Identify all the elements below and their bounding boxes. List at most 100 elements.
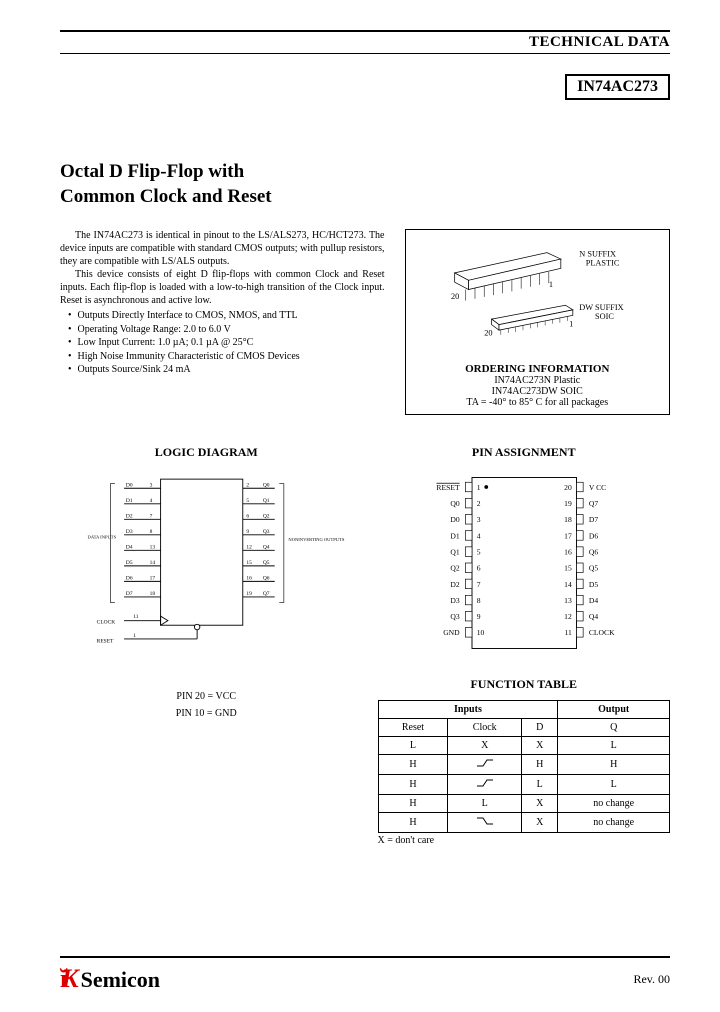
svg-text:8: 8	[150, 529, 153, 535]
svg-text:16: 16	[246, 576, 252, 582]
svg-text:6: 6	[246, 514, 249, 520]
svg-text:DW SUFFIX: DW SUFFIX	[579, 303, 623, 312]
svg-text:1: 1	[133, 633, 136, 639]
svg-text:D7: D7	[588, 516, 597, 525]
function-table-title: FUNCTION TABLE	[378, 677, 671, 692]
svg-text:D7: D7	[126, 591, 133, 597]
svg-text:1: 1	[569, 320, 573, 329]
svg-text:11: 11	[133, 614, 139, 620]
part-number-box: IN74AC273	[565, 74, 670, 100]
svg-text:7: 7	[476, 580, 480, 589]
svg-text:4: 4	[476, 532, 480, 541]
svg-text:19: 19	[564, 499, 572, 508]
svg-text:Q4: Q4	[588, 612, 597, 621]
svg-text:12: 12	[246, 545, 252, 551]
svg-text:D2: D2	[450, 580, 459, 589]
svg-text:Q4: Q4	[263, 545, 270, 551]
svg-text:11: 11	[564, 629, 572, 638]
pin-assignment-diagram: 1RESET2Q03D04D15Q16Q27D28D39Q310GND 20V …	[378, 468, 671, 658]
package-box: 20 1 N SUFFIX PLASTIC	[405, 229, 671, 415]
svg-text:Q0: Q0	[263, 483, 270, 489]
svg-text:Q3: Q3	[263, 529, 270, 535]
svg-text:Q0: Q0	[450, 499, 459, 508]
svg-text:16: 16	[564, 548, 572, 557]
svg-text:Q6: Q6	[588, 548, 597, 557]
svg-text:D1: D1	[450, 532, 459, 541]
svg-text:14: 14	[150, 560, 156, 566]
svg-text:9: 9	[246, 529, 249, 535]
svg-text:18: 18	[150, 591, 156, 597]
svg-text:20: 20	[450, 292, 458, 301]
revision: Rev. 00	[633, 972, 670, 987]
main-title-line1: Octal D Flip-Flop with	[60, 160, 670, 185]
svg-text:Q3: Q3	[450, 612, 459, 621]
svg-text:GND: GND	[443, 629, 460, 638]
svg-text:8: 8	[476, 596, 480, 605]
svg-text:5: 5	[476, 548, 480, 557]
svg-text:DATA INPUTS: DATA INPUTS	[88, 535, 117, 540]
svg-text:4: 4	[150, 498, 153, 504]
logic-diagram-title: LOGIC DIAGRAM	[60, 445, 353, 460]
svg-text:17: 17	[150, 576, 156, 582]
svg-text:Q5: Q5	[588, 564, 597, 573]
svg-text:D4: D4	[588, 596, 597, 605]
svg-text:D0: D0	[450, 516, 459, 525]
svg-text:20: 20	[564, 483, 572, 492]
svg-text:D1: D1	[126, 498, 133, 504]
svg-text:D3: D3	[450, 596, 459, 605]
svg-text:3: 3	[150, 483, 153, 489]
pin20-vcc: PIN 20 = VCC	[60, 691, 353, 702]
svg-text:D4: D4	[126, 545, 133, 551]
svg-text:Q7: Q7	[588, 499, 597, 508]
svg-text:18: 18	[564, 516, 572, 525]
company-logo: ĭKSemicon	[60, 964, 160, 994]
description-text: The IN74AC273 is identical in pinout to …	[60, 229, 385, 307]
svg-text:D6: D6	[588, 532, 597, 541]
svg-text:10: 10	[476, 629, 484, 638]
svg-text:RESET: RESET	[436, 483, 460, 492]
logic-diagram: DATA INPUTS NONINVERTING OUTPUTS D0 3 Q0 2 D…	[60, 470, 353, 680]
svg-text:5: 5	[246, 498, 249, 504]
svg-text:D0: D0	[126, 483, 133, 489]
main-title-line2: Common Clock and Reset	[60, 185, 670, 210]
svg-text:NONINVERTING OUTPUTS: NONINVERTING OUTPUTS	[288, 538, 344, 543]
svg-text:Q2: Q2	[263, 514, 270, 520]
ordering-title: ORDERING INFORMATION	[412, 363, 664, 375]
svg-text:Q5: Q5	[263, 560, 270, 566]
svg-text:7: 7	[150, 514, 153, 520]
feature-list: Outputs Directly Interface to CMOS, NMOS…	[60, 309, 385, 377]
svg-text:1: 1	[476, 483, 480, 492]
svg-text:13: 13	[150, 545, 156, 551]
svg-text:3: 3	[476, 516, 480, 525]
svg-text:SOIC: SOIC	[594, 312, 613, 321]
package-diagram: 20 1 N SUFFIX PLASTIC	[412, 236, 664, 356]
pin-assignment-title: PIN ASSIGNMENT	[378, 445, 671, 460]
pin10-gnd: PIN 10 = GND	[60, 708, 353, 719]
svg-text:19: 19	[246, 591, 252, 597]
svg-text:V CC: V CC	[588, 483, 605, 492]
function-table: Inputs Output Reset Clock D Q LXXLHHHHLL…	[378, 700, 671, 833]
svg-text:PLASTIC: PLASTIC	[585, 259, 619, 268]
order-line1: IN74AC273N Plastic	[412, 375, 664, 386]
svg-text:15: 15	[246, 560, 252, 566]
svg-text:D6: D6	[126, 576, 133, 582]
svg-text:6: 6	[476, 564, 480, 573]
svg-text:13: 13	[564, 596, 572, 605]
svg-text:20: 20	[484, 329, 492, 338]
svg-text:D2: D2	[126, 514, 133, 520]
svg-text:D5: D5	[588, 580, 597, 589]
temp-range: TA = -40° to 85° C for all packages	[412, 397, 664, 408]
svg-text:14: 14	[564, 580, 572, 589]
svg-text:Q2: Q2	[450, 564, 459, 573]
svg-text:RESET: RESET	[97, 639, 114, 645]
svg-text:9: 9	[476, 612, 480, 621]
function-table-note: X = don't care	[378, 835, 671, 846]
header-technical-data: TECHNICAL DATA	[529, 34, 670, 51]
svg-text:CLOCK: CLOCK	[97, 620, 116, 626]
svg-text:2: 2	[246, 483, 249, 489]
svg-text:CLOCK: CLOCK	[588, 629, 614, 638]
svg-text:D5: D5	[126, 560, 133, 566]
order-line2: IN74AC273DW SOIC	[412, 386, 664, 397]
svg-text:Q7: Q7	[263, 591, 270, 597]
svg-text:2: 2	[476, 499, 480, 508]
